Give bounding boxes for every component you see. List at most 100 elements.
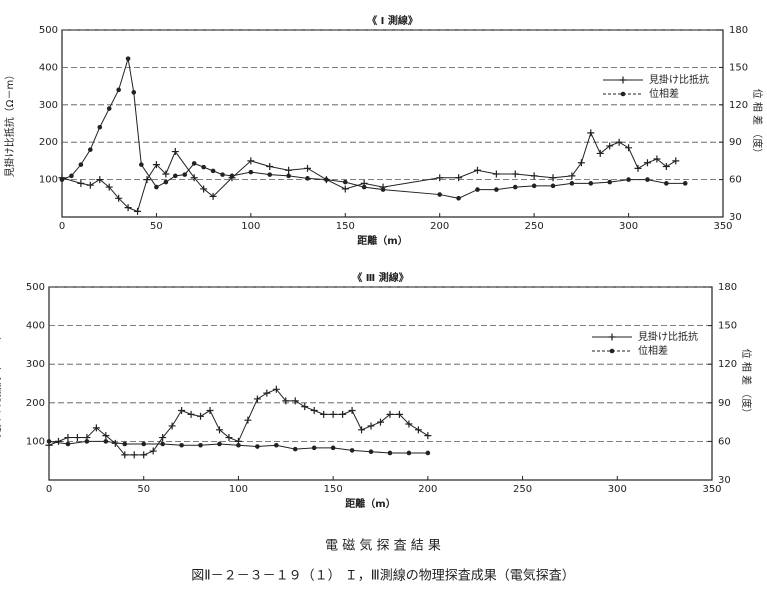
plus-marker [568,172,576,180]
y2-axis-label: 位 相 差 （度） [740,349,753,419]
plus-marker [102,432,110,440]
plus-marker [304,164,312,172]
plus-marker [77,179,85,187]
dot-marker [198,442,203,448]
legend-label: 見掛け比抵抗 [649,73,709,86]
y-axis-label: 見掛け比抵抗（Ω－m） [0,330,3,437]
dot-marker [324,177,329,182]
x-tick-label: 0 [59,221,65,232]
dot-marker [163,179,169,185]
dot-marker [154,184,159,190]
x-tick-label: 300 [619,221,638,232]
dot-marker [248,169,254,175]
dot-marker [274,442,279,448]
plus-marker [405,420,413,428]
x-tick-label: 50 [137,484,150,495]
plus-marker [64,434,72,442]
plus-marker [608,333,616,341]
figure-caption: 図Ⅱ－２－３－１９（１） Ｉ，Ⅲ測線の物理探査成果（電気探査） [191,568,575,584]
plus-marker [86,181,94,189]
plus-marker [367,422,375,430]
dot-marker [494,187,499,192]
caption: 電 磁 気 探 査 結 果 [325,538,441,554]
x-tick-label: 250 [513,484,532,495]
dot-marker [131,90,137,95]
plus-marker [625,144,633,152]
dot-marker [361,184,367,190]
dot-marker [292,446,298,452]
dot-marker [267,172,273,177]
plot-frame [48,286,713,481]
dot-marker [78,162,84,167]
y-tick-label: 400 [26,321,45,332]
dot-marker [88,147,93,152]
plus-marker [73,434,81,442]
y2-axis-label: 位 相 差 （度） [751,89,764,159]
plus-marker [301,403,309,411]
y-axis-label: 見掛け比抵抗（Ω－m） [3,70,16,177]
y-tick-label: 500 [39,25,58,36]
x-axis-label: 距離（m） [357,234,407,247]
series-line [61,131,677,213]
plus-marker [285,166,293,174]
dot-marker [182,172,188,177]
y2-tick-label: 180 [729,25,748,36]
x-tick-label: 250 [525,221,544,232]
y2-tick-label: 180 [718,282,737,293]
dot-marker [179,442,184,448]
plus-marker [282,397,290,405]
dot-marker [69,173,74,179]
plus-marker [386,410,394,418]
plus-marker [215,426,223,434]
plus-marker [206,407,214,415]
plus-marker [244,416,252,424]
plus-marker [149,447,157,455]
plus-marker [339,410,347,418]
dot-marker [141,441,147,447]
plot-frame [61,29,724,218]
plus-marker [511,170,519,178]
dot-marker [626,177,631,182]
legend-label: 位相差 [649,87,679,100]
dot-marker [550,183,556,189]
dot-marker [609,348,615,354]
dot-marker [116,87,121,93]
plus-marker [190,174,198,182]
plus-marker [643,159,651,167]
y2-tick-label: 60 [729,175,742,186]
dot-marker [84,439,90,444]
plus-marker [436,174,444,182]
x-tick-label: 100 [229,484,248,495]
dot-marker [97,124,103,130]
plus-marker [473,166,481,174]
plus-marker [455,174,463,182]
x-tick-label: 100 [241,221,260,232]
y-tick-label: 300 [39,100,58,111]
plus-marker [414,426,422,434]
plus-marker [247,157,255,165]
plus-marker [92,424,100,432]
dot-marker [456,196,461,201]
dot-marker [437,192,443,197]
plus-marker [152,161,160,169]
plus-marker [162,170,170,178]
x-tick-label: 150 [324,484,343,495]
plus-marker [140,451,148,459]
y2-tick-label: 30 [718,475,731,486]
dot-marker [236,442,241,448]
y2-tick-label: 30 [729,212,742,223]
dot-marker [255,444,260,449]
plus-marker [329,410,337,418]
dot-marker [106,106,112,111]
plus-marker [178,407,186,415]
legend-label: 位相差 [638,344,668,357]
plus-marker [653,155,661,163]
plus-marker [348,407,356,415]
dot-marker [122,441,128,447]
plus-marker [587,129,595,137]
x-tick-label: 300 [608,484,627,495]
plus-marker [187,410,195,418]
dot-marker [217,441,222,447]
dot-marker [664,181,669,186]
x-tick-label: 200 [430,221,449,232]
